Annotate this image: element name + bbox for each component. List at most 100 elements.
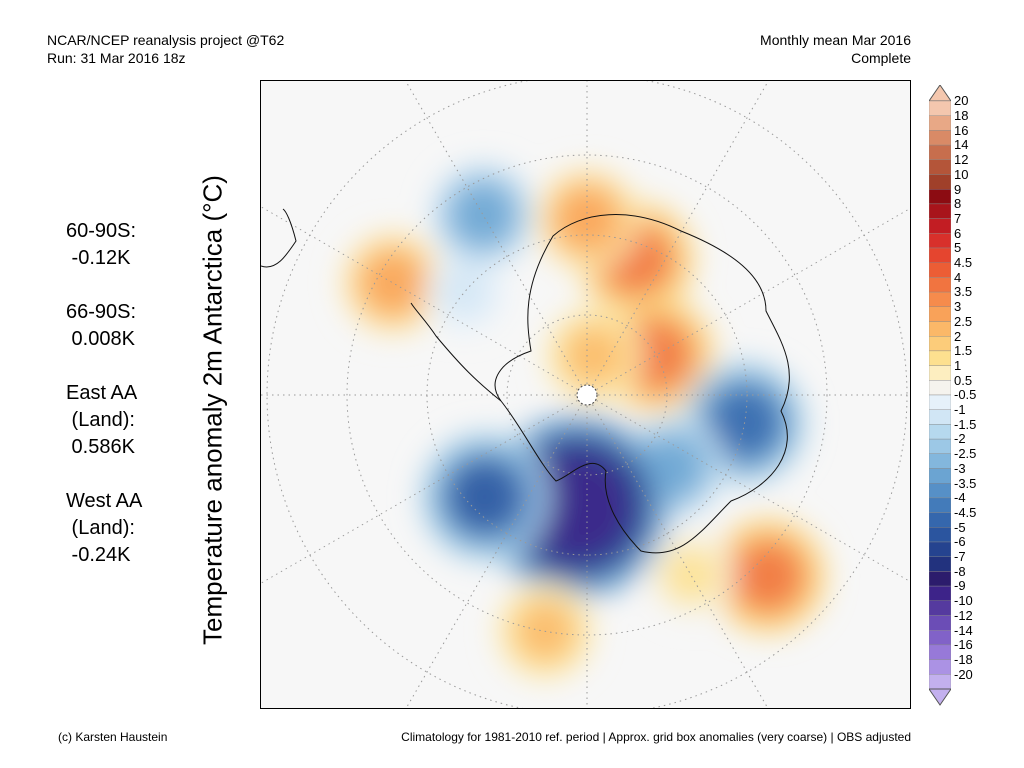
colorbar-tick-label: -9 (954, 578, 966, 594)
colorbar-tick-label: 2.5 (954, 313, 973, 329)
colorbar-cell (929, 100, 951, 116)
colorbar-cell (929, 203, 951, 219)
colorbar-tick-label: -14 (954, 622, 973, 638)
pole-marker (576, 384, 598, 406)
colorbar-tick-label: -7 (954, 549, 966, 565)
colorbar-cell (929, 159, 951, 175)
colorbar-cell (929, 556, 951, 572)
colorbar-tick-label: 18 (954, 108, 969, 124)
anomaly-blob (665, 549, 717, 601)
colorbar-tick-label: -2.5 (954, 446, 977, 462)
colorbar-tick-label: -0.5 (954, 387, 977, 403)
colorbar-cell (929, 615, 951, 631)
colorbar-cell (929, 600, 951, 616)
colorbar-cell (929, 453, 951, 469)
y-axis-label: Temperature anomaly 2m Antarctica (°C) (197, 175, 228, 645)
colorbar-tick-label: 8 (954, 196, 962, 212)
colorbar-tick-label: 12 (954, 152, 969, 168)
anomaly-blob (441, 268, 488, 316)
colorbar-cell (929, 144, 951, 160)
meridian-line (586, 207, 910, 396)
colorbar-tick-label: -3 (954, 460, 966, 476)
meridian-line (405, 394, 588, 708)
colorbar-tick-label: 6 (954, 225, 962, 241)
colorbar-cell (929, 365, 951, 381)
colorbar-cell (929, 394, 951, 410)
anomaly-blob (361, 251, 425, 315)
colorbar-tick-label: -18 (954, 651, 973, 667)
stat-east-aa: East AA (Land): 0.586K (66, 382, 138, 458)
meridian-line (586, 81, 769, 396)
colorbar-tick-label: 0.5 (954, 372, 973, 388)
colorbar-max-arrow (929, 85, 951, 102)
colorbar-tick-label: -2 (954, 431, 966, 447)
colorbar-tick-label: 9 (954, 181, 962, 197)
colorbar-tick-label: -1.5 (954, 416, 977, 432)
colorbar-cell (929, 262, 951, 278)
colorbar-cell (929, 409, 951, 425)
colorbar-tick-label: 20 (954, 93, 969, 109)
colorbar-cell (929, 512, 951, 528)
anomaly-blob (451, 183, 515, 247)
colorbar-tick-label: -1 (954, 402, 966, 418)
colorbar-cell (929, 483, 951, 499)
period-title: Monthly mean Mar 2016 (760, 32, 911, 48)
colorbar-tick-label: 2 (954, 328, 962, 344)
latitude-circle (506, 314, 668, 476)
colorbar-cell (929, 188, 951, 205)
colorbar-tick-label: 16 (954, 122, 969, 138)
colorbar-cell (929, 247, 951, 263)
colorbar-cell (929, 585, 951, 602)
method-note: Climatology for 1981-2010 ref. period | … (401, 730, 911, 744)
colorbar-tick-label: 14 (954, 137, 969, 153)
lat-lon-grid (261, 81, 910, 708)
colorbar-cell (929, 438, 951, 455)
polar-map (261, 81, 910, 708)
meridian-line (261, 206, 588, 396)
colorbar-cell (929, 630, 951, 646)
colorbar-tick-label: -16 (954, 637, 973, 653)
colorbar-tick-label: -4.5 (954, 504, 977, 520)
colorbar-cell (929, 380, 951, 396)
colorbar-tick-label: -12 (954, 607, 973, 623)
colorbar-tick-label: -5 (954, 519, 966, 535)
colorbar-tick-label: -20 (954, 666, 973, 682)
meridian-line (261, 394, 588, 584)
anomaly-blob (446, 457, 525, 536)
colorbar (929, 85, 951, 706)
credit: (c) Karsten Haustein (58, 730, 168, 744)
latitude-circle (346, 154, 828, 636)
header-left: NCAR/NCEP reanalysis project @T62 Run: 3… (47, 31, 284, 67)
completion-status: Complete (851, 50, 911, 66)
meridian-line (586, 394, 769, 708)
colorbar-cell (929, 130, 951, 146)
colorbar-cell (929, 350, 951, 366)
meridian-line (405, 81, 588, 396)
colorbar-tick-label: -8 (954, 563, 966, 579)
colorbar-tick-label: -10 (954, 593, 973, 609)
colorbar-cell (929, 291, 951, 308)
colorbar-cell (929, 468, 951, 484)
colorbar-cell (929, 306, 951, 322)
colorbar-cell (929, 527, 951, 543)
colorbar-cell (929, 644, 951, 660)
stats-panel: 60-90S: -0.12K 66-90S: 0.008K East AA (L… (66, 218, 142, 596)
colorbar-cell (929, 233, 951, 249)
antarctic-peninsula-coast (410, 302, 502, 402)
colorbar-cell (929, 497, 951, 513)
colorbar-cell (929, 674, 951, 690)
project-title: NCAR/NCEP reanalysis project @T62 (47, 32, 285, 48)
anomaly-blob (732, 540, 804, 612)
stat-west-aa: West AA (Land): -0.24K (66, 490, 143, 566)
colorbar-min-arrow (929, 688, 951, 706)
colorbar-tick-label: -4 (954, 490, 966, 506)
colorbar-tick-label: 7 (954, 210, 962, 226)
colorbar-tick-label: 5 (954, 240, 962, 256)
colorbar-cell (929, 571, 951, 587)
colorbar-tick-label: -6 (954, 534, 966, 550)
colorbar-cell (929, 659, 951, 675)
stat-66-90s: 66-90S: 0.008K (66, 301, 137, 350)
colorbar-tick-label: 3.5 (954, 284, 973, 300)
colorbar-cell (929, 174, 951, 190)
map-panel (260, 80, 911, 709)
